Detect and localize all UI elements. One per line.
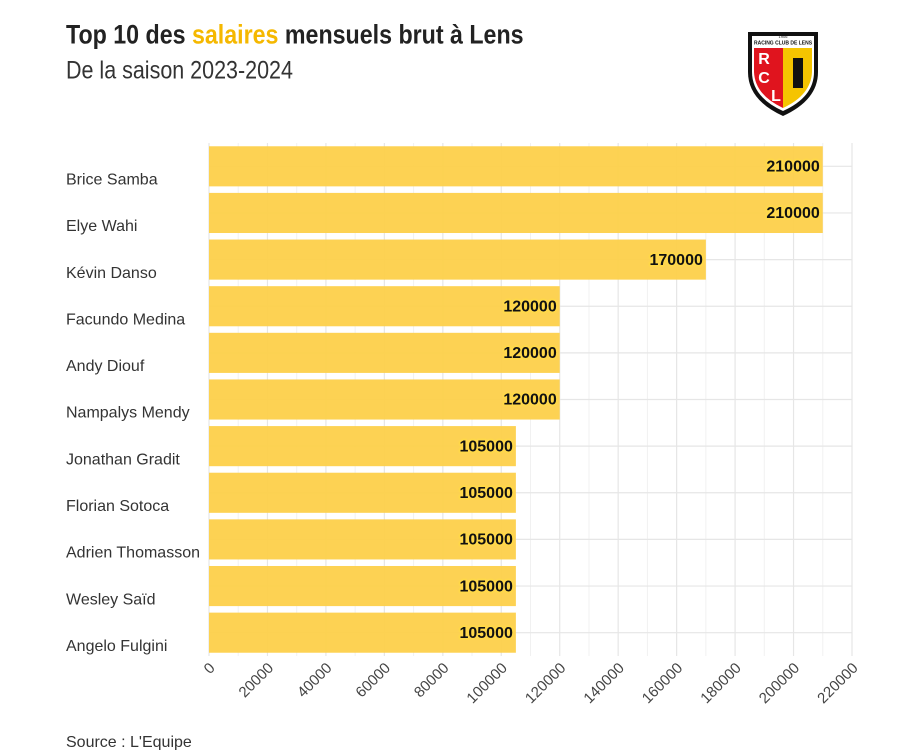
bar — [209, 192, 823, 234]
club-logo: 1906 RACING CLUB DE LENS R C L — [748, 32, 818, 116]
x-tick-label: 60000 — [352, 660, 394, 702]
value-label: 210000 — [766, 205, 819, 222]
logo-red — [754, 48, 783, 108]
value-label: 105000 — [459, 438, 512, 455]
y-tick-label: Andy Diouf — [66, 358, 145, 375]
x-tick-label: 200000 — [756, 660, 803, 707]
x-tick-label: 100000 — [463, 660, 510, 707]
logo-letter: C — [758, 70, 770, 87]
y-tick-label: Florian Sotoca — [66, 498, 169, 515]
logo-tower — [793, 58, 803, 88]
logo-letter: R — [758, 51, 770, 68]
x-tick-label: 20000 — [236, 660, 278, 702]
x-tick-label: 120000 — [522, 660, 569, 707]
x-tick-label: 140000 — [580, 660, 627, 707]
bar — [209, 612, 516, 653]
bar — [209, 239, 706, 280]
value-label: 105000 — [459, 485, 512, 502]
y-tick-label: Angelo Fulgini — [66, 638, 167, 655]
y-tick-label: Nampalys Mendy — [66, 405, 190, 422]
title-part: mensuels brut à Lens — [278, 20, 523, 50]
y-tick-label: Brice Samba — [66, 172, 158, 189]
value-label: 210000 — [766, 159, 819, 176]
plot: 0 20000 40000 60000 80000 100000 120000 140000 1… — [66, 143, 862, 707]
chart-title: Top 10 des salaires mensuels brut à Lens — [66, 20, 524, 50]
title-highlight: salaires — [192, 20, 278, 50]
x-tick-label: 220000 — [814, 660, 861, 707]
source: Source : L'Equipe — [66, 734, 192, 750]
bar — [209, 146, 823, 187]
y-tick-label: Jonathan Gradit — [66, 451, 180, 468]
value-label: 120000 — [503, 392, 556, 409]
bar — [209, 565, 516, 607]
x-tick-label: 160000 — [639, 660, 686, 707]
bar — [209, 519, 516, 560]
y-tick-label: Adrien Thomasson — [66, 545, 200, 562]
y-tick-label: Elye Wahi — [66, 218, 137, 235]
bar — [209, 426, 516, 467]
title-part: Top 10 des — [66, 20, 192, 50]
value-label: 120000 — [503, 298, 556, 315]
y-tick-label: Facundo Medina — [66, 311, 185, 328]
x-tick-label: 80000 — [411, 660, 453, 702]
x-tick-label: 40000 — [294, 660, 336, 702]
y-tick-label: Kévin Danso — [66, 265, 157, 282]
value-label: 120000 — [503, 345, 556, 362]
value-label: 105000 — [459, 578, 512, 595]
x-tick-label: 0 — [201, 660, 219, 678]
bar — [209, 379, 560, 420]
logo-year: 1906 — [779, 34, 789, 39]
value-label: 105000 — [459, 625, 512, 642]
value-label: 105000 — [459, 532, 512, 549]
chart-subtitle: De la saison 2023-2024 — [66, 56, 293, 84]
logo-name: RACING CLUB DE LENS — [754, 40, 813, 46]
bar — [209, 472, 516, 513]
x-tick-label: 180000 — [697, 660, 744, 707]
logo-letter: L — [771, 88, 781, 105]
bar — [209, 286, 560, 327]
y-tick-label: Wesley Saïd — [66, 591, 156, 608]
bar — [209, 332, 560, 373]
value-label: 170000 — [649, 252, 702, 269]
